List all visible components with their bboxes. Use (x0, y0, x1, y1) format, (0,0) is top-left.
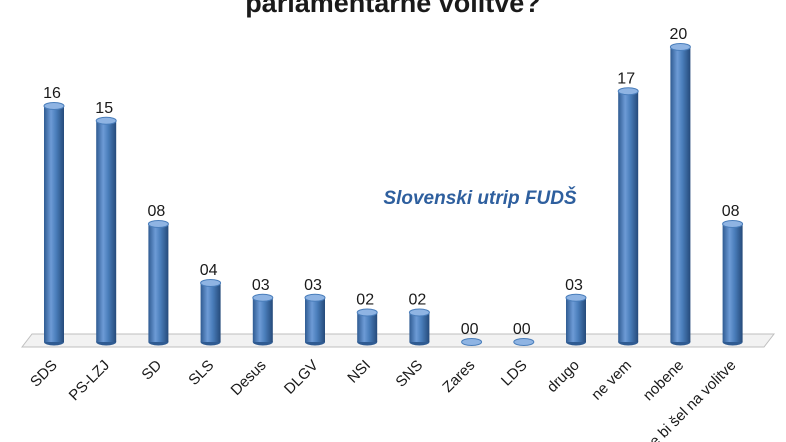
bar-ne-bi-el-na-volitve (722, 220, 744, 346)
category-label-nsi: NSI (344, 357, 374, 387)
category-label-desus: Desus (228, 357, 270, 399)
chart-title: parlamentarne volitve? (245, 0, 541, 18)
bar-top (43, 102, 65, 110)
bar-top (617, 87, 639, 96)
value-label-sls: 04 (200, 262, 218, 279)
bar-sns (408, 308, 430, 346)
bar-body (566, 297, 586, 342)
bar-top (722, 220, 744, 228)
bar-body (618, 91, 639, 342)
value-label-drugo: 03 (565, 277, 583, 294)
bar-top (200, 279, 222, 287)
category-label-lds: LDS (498, 357, 531, 390)
bar-sds (43, 102, 65, 346)
bar-sls (200, 279, 222, 346)
category-label-dlgv: DLGV (281, 357, 322, 398)
bar-ne-vem (617, 87, 639, 346)
bar-body (148, 224, 169, 342)
category-label-sds: SDS (27, 357, 61, 391)
category-label-zares: Zares (439, 357, 478, 396)
bar-top (408, 308, 430, 317)
bar-sd (147, 220, 169, 346)
bar-top (669, 43, 691, 51)
watermark-annotation: Slovenski utrip FUDŠ (383, 187, 577, 209)
value-label-ne-vem: 17 (617, 70, 635, 87)
bar-lds (513, 338, 535, 346)
category-label-nobene: nobene (640, 357, 687, 404)
value-label-nobene: 20 (670, 26, 688, 43)
bar-top (95, 116, 117, 125)
category-label-drugo: drugo (544, 357, 583, 396)
bar-body (305, 297, 325, 342)
bar-body (252, 297, 273, 342)
bar-nobene (669, 43, 691, 346)
bar-top (252, 293, 274, 302)
bars-group (43, 43, 744, 346)
value-label-lds: 00 (513, 321, 531, 338)
bar-dlgv (304, 293, 326, 346)
category-label-ne-vem: ne vem (588, 357, 635, 404)
bar-body (670, 47, 691, 342)
value-label-nsi: 02 (356, 292, 374, 309)
bar-top (461, 338, 483, 346)
bar-top (356, 308, 378, 317)
bar-top (565, 293, 587, 302)
bar-nsi (356, 308, 378, 346)
category-label-sls: SLS (185, 357, 217, 389)
value-label-sd: 08 (148, 203, 166, 220)
bar-body (409, 312, 430, 342)
value-labels-group: 16 15 08 04 03 03 02 02 00 00 03 17 20 08 (43, 26, 739, 338)
bar-desus (252, 293, 274, 346)
bar-body (200, 283, 221, 342)
value-label-desus: 03 (252, 277, 270, 294)
bar-body (96, 120, 117, 342)
value-label-ne-bi-el-na-volitve: 08 (722, 203, 740, 220)
bar-zares (461, 338, 483, 346)
value-label-sds: 16 (43, 85, 61, 102)
bar-body (357, 312, 378, 342)
bar-top (147, 220, 169, 228)
value-label-zares: 00 (461, 321, 479, 338)
bar-drugo (565, 293, 587, 346)
bar-top (304, 293, 326, 302)
value-label-dlgv: 03 (304, 277, 322, 294)
category-label-sns: SNS (392, 357, 426, 391)
bar-top (513, 338, 535, 346)
bar-ps-lzj (95, 116, 117, 346)
category-labels-group: SDS PS-LZJ SD SLS Desus DLGV NSI SNS Zares LDS dru… (27, 357, 739, 442)
category-label-sd: SD (138, 357, 165, 384)
bar-body (44, 106, 64, 342)
category-label-ps-lzj: PS-LZJ (66, 357, 113, 404)
value-label-sns: 02 (409, 292, 427, 309)
value-label-ps-lzj: 15 (95, 100, 113, 117)
chart-floor (20, 333, 776, 348)
bar-body (722, 224, 743, 342)
